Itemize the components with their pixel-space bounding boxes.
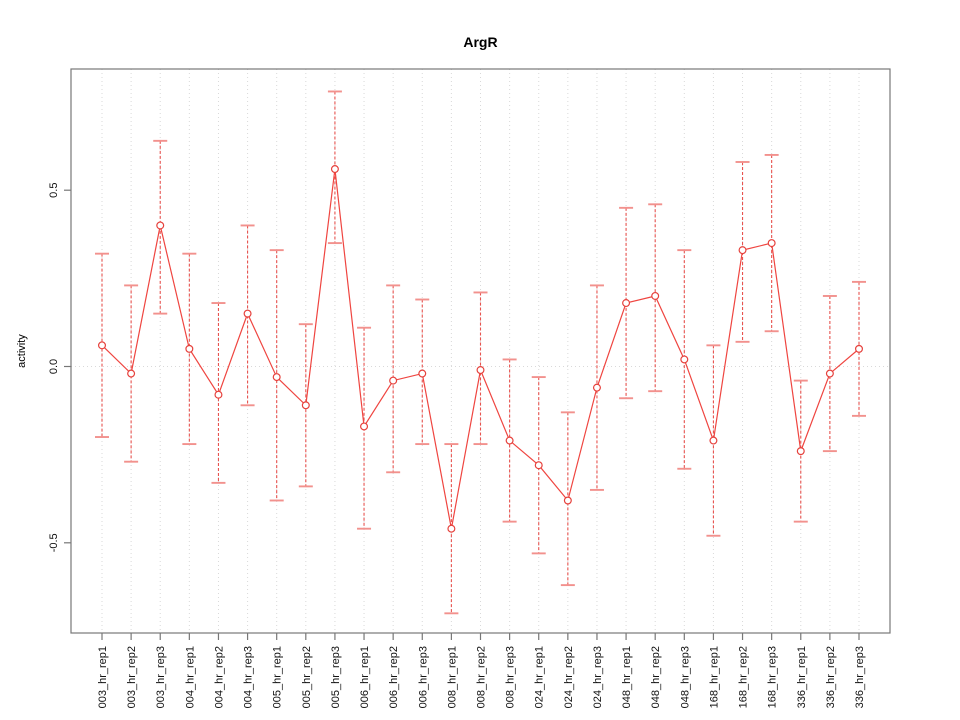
data-point (127, 369, 136, 378)
x-tick-label: 003_hr_rep2 (126, 646, 138, 708)
data-point (709, 436, 718, 445)
data-point (767, 239, 776, 248)
chart-title: ArgR (463, 34, 498, 50)
data-point (563, 496, 572, 505)
x-tick-label: 006_hr_rep3 (417, 646, 429, 708)
y-tick-label: -0.5 (48, 533, 60, 552)
x-tick-label: 004_hr_rep3 (243, 646, 255, 708)
y-tick-label: 0.5 (48, 183, 60, 198)
x-tick-label: 336_hr_rep1 (796, 646, 808, 708)
data-point (214, 390, 223, 399)
x-tick-label: 168_hr_rep3 (767, 646, 779, 708)
x-tick-label: 003_hr_rep3 (155, 646, 167, 708)
data-point (796, 447, 805, 456)
data-point (505, 436, 514, 445)
x-tick-label: 005_hr_rep1 (272, 646, 284, 708)
data-point (680, 355, 689, 364)
data-point (476, 366, 485, 375)
data-point (156, 221, 165, 230)
data-point (185, 344, 194, 353)
x-tick-label: 006_hr_rep2 (388, 646, 400, 708)
x-tick-label: 024_hr_rep1 (534, 646, 546, 708)
x-tick-label: 336_hr_rep2 (825, 646, 837, 708)
data-point (418, 369, 427, 378)
data-point (243, 309, 252, 318)
data-point (738, 246, 747, 255)
data-point (389, 376, 398, 385)
x-tick-label: 004_hr_rep1 (184, 646, 196, 708)
data-point (360, 422, 369, 431)
data-point (272, 373, 281, 382)
x-tick-label: 048_hr_rep1 (621, 646, 633, 708)
x-tick-label: 024_hr_rep3 (592, 646, 604, 708)
data-point (447, 524, 456, 533)
x-tick-label: 008_hr_rep1 (446, 646, 458, 708)
x-tick-label: 005_hr_rep3 (330, 646, 342, 708)
x-tick-label: 336_hr_rep3 (854, 646, 866, 708)
data-point (301, 401, 310, 410)
data-point (854, 344, 863, 353)
x-tick-label: 024_hr_rep2 (563, 646, 575, 708)
x-tick-label: 006_hr_rep1 (359, 646, 371, 708)
x-tick-label: 048_hr_rep3 (679, 646, 691, 708)
data-point (651, 291, 660, 300)
data-point (534, 461, 543, 470)
x-tick-label: 003_hr_rep1 (97, 646, 109, 708)
x-tick-label: 048_hr_rep2 (650, 646, 662, 708)
data-point (825, 369, 834, 378)
x-tick-label: 008_hr_rep2 (476, 646, 488, 708)
data-point (330, 165, 339, 174)
data-point (622, 299, 631, 308)
x-tick-label: 005_hr_rep2 (301, 646, 313, 708)
data-point (592, 383, 601, 392)
data-point (97, 341, 106, 350)
x-tick-label: 168_hr_rep1 (708, 646, 720, 708)
y-tick-label: 0.0 (48, 359, 60, 374)
x-tick-label: 008_hr_rep3 (505, 646, 517, 708)
x-tick-label: 168_hr_rep2 (738, 646, 750, 708)
x-tick-label: 004_hr_rep2 (213, 646, 225, 708)
